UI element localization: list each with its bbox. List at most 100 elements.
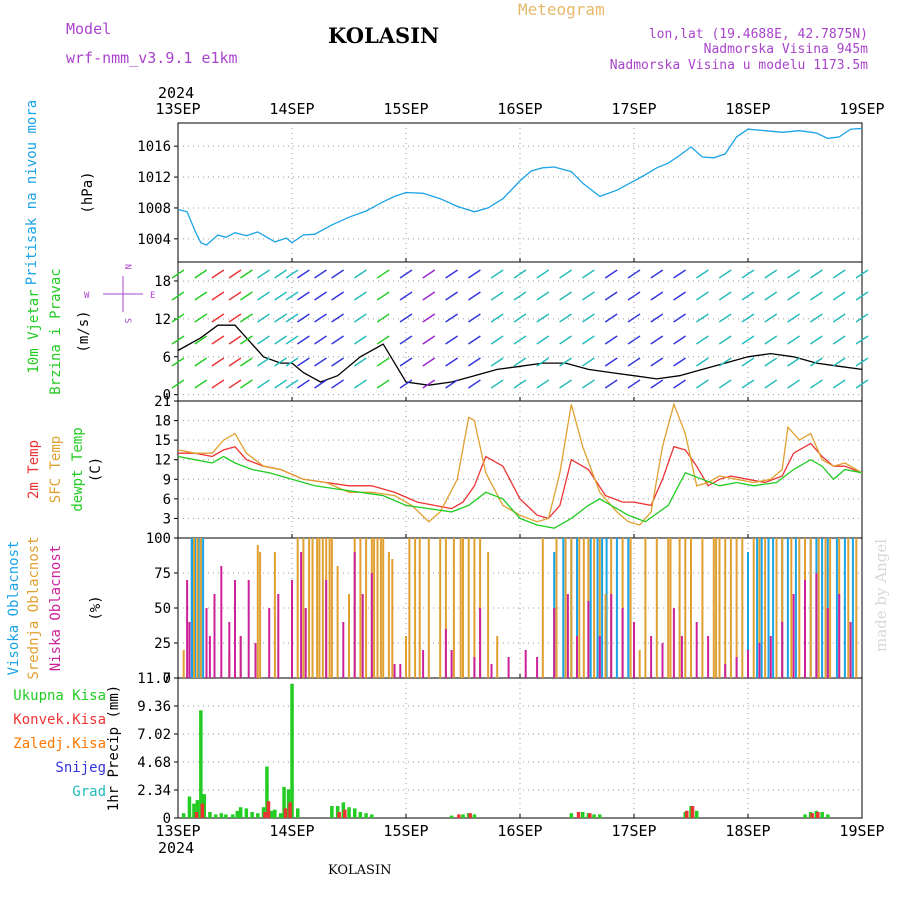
bar-cloud_cover-1: [296, 538, 299, 678]
bar-cloud_cover-0: [194, 538, 197, 678]
wind-barb: [240, 335, 253, 345]
wind-barb: [673, 269, 686, 279]
wind-barb: [490, 379, 504, 389]
wind-barb: [285, 291, 299, 301]
bar-cloud_cover-1: [391, 559, 394, 678]
bar-cloud_cover-0: [562, 538, 565, 678]
wind-barb: [536, 313, 550, 323]
bar-precipitation-0: [347, 807, 351, 818]
bar-cloud_cover-2: [325, 580, 328, 678]
bar-precipitation-0: [181, 813, 186, 818]
bar-precipitation-0: [269, 810, 274, 818]
bar-precipitation-0: [199, 710, 203, 818]
bar-cloud_cover-0: [202, 538, 205, 678]
wind-barb: [513, 291, 527, 301]
bar-cloud_cover-2: [576, 636, 578, 678]
bar-precipitation-0: [238, 807, 243, 818]
bar-precipitation-0: [273, 809, 277, 818]
bar-precipitation-1: [337, 812, 341, 818]
bar-precipitation-0: [244, 808, 249, 818]
bar-cloud_cover-1: [829, 538, 832, 678]
wind-barb: [513, 313, 527, 323]
bar-cloud_cover-1: [408, 538, 411, 678]
bar-cloud_cover-1: [629, 538, 632, 678]
wind-barb: [171, 313, 185, 323]
ylabel-cloud_cover-3: (%): [88, 595, 104, 620]
bar-precipitation-0: [250, 812, 254, 818]
bar-precipitation-0: [330, 806, 334, 818]
bar-cloud_cover-1: [487, 552, 490, 678]
bar-precipitation-1: [588, 813, 592, 818]
wind-barb: [764, 379, 778, 389]
bar-cloud_cover-1: [638, 650, 641, 678]
wind-barb: [810, 269, 823, 279]
bar-cloud_cover-2: [566, 594, 569, 678]
bar-cloud_cover-2: [213, 594, 216, 678]
wind-barb: [810, 313, 823, 323]
wind-barb: [314, 379, 327, 389]
bar-cloud_cover-2: [680, 636, 683, 678]
y-tick-label: 6: [163, 492, 171, 508]
wind-barb: [171, 269, 185, 279]
y-tick-label: 100: [146, 531, 171, 547]
wind-barb: [536, 291, 550, 301]
wind-barb: [376, 335, 390, 345]
bar-cloud_cover-1: [724, 538, 727, 678]
wind-barb: [171, 379, 185, 389]
model-label: Model: [66, 20, 111, 38]
wind-barb: [787, 291, 800, 301]
wind-barb: [194, 357, 208, 367]
wind-barb: [810, 379, 823, 389]
bar-cloud_cover-2: [838, 594, 841, 678]
wind-barb: [582, 379, 595, 389]
wind-barb: [445, 335, 458, 345]
wind-barb: [285, 269, 299, 279]
bar-precipitation-1: [457, 814, 461, 818]
bar-precipitation-0: [208, 812, 212, 818]
footer-station: KOLASIN: [328, 863, 391, 878]
bar-cloud_cover-2: [695, 622, 698, 678]
x-tick-label-top: 13SEP: [155, 100, 200, 118]
wind-barb: [468, 291, 481, 301]
wind-barb: [787, 269, 800, 279]
wind-barb: [764, 269, 778, 279]
bar-precipitation-0: [803, 814, 807, 818]
wind-barb: [832, 379, 846, 389]
bar-cloud_cover-2: [220, 566, 223, 678]
bar-cloud_cover-2: [524, 650, 527, 678]
y-tick-label: 18: [154, 274, 171, 290]
wind-barb: [422, 379, 436, 389]
meteogram-title: Meteogram: [518, 0, 605, 19]
bar-cloud_cover-2: [621, 608, 624, 678]
bar-precipitation-1: [810, 813, 814, 818]
bar-cloud_cover-1: [462, 538, 464, 678]
bar-cloud_cover-2: [758, 643, 761, 678]
bar-cloud_cover-2: [536, 657, 539, 678]
wind-barb: [627, 357, 641, 367]
wind-barb: [171, 335, 185, 345]
compass-s: S: [122, 318, 132, 323]
series-line-temperature-2: [177, 455, 863, 529]
wind-barb: [274, 335, 287, 345]
x-tick-label-bottom: 14SEP: [269, 822, 314, 840]
bar-precipitation-1: [283, 808, 288, 818]
wind-barb: [228, 269, 242, 279]
wind-barb: [399, 379, 413, 389]
bar-precipitation-0: [449, 815, 454, 818]
wind-compass: N W E S: [84, 264, 155, 323]
wind-barb: [331, 357, 344, 367]
y-tick-label: 4.68: [137, 755, 171, 771]
bar-cloud_cover-1: [741, 538, 744, 678]
bar-cloud_cover-0: [772, 538, 775, 678]
wind-barb: [354, 269, 367, 279]
wind-barb: [171, 357, 185, 367]
bar-cloud_cover-2: [490, 664, 493, 678]
bar-cloud_cover-0: [627, 538, 630, 678]
wind-barb: [422, 313, 436, 323]
wind-barb: [582, 313, 595, 323]
bar-cloud_cover-0: [596, 538, 599, 678]
bar-cloud_cover-1: [379, 538, 382, 678]
bar-cloud_cover-1: [669, 538, 672, 678]
wind-barb: [240, 379, 253, 389]
wind-barb: [650, 335, 664, 345]
